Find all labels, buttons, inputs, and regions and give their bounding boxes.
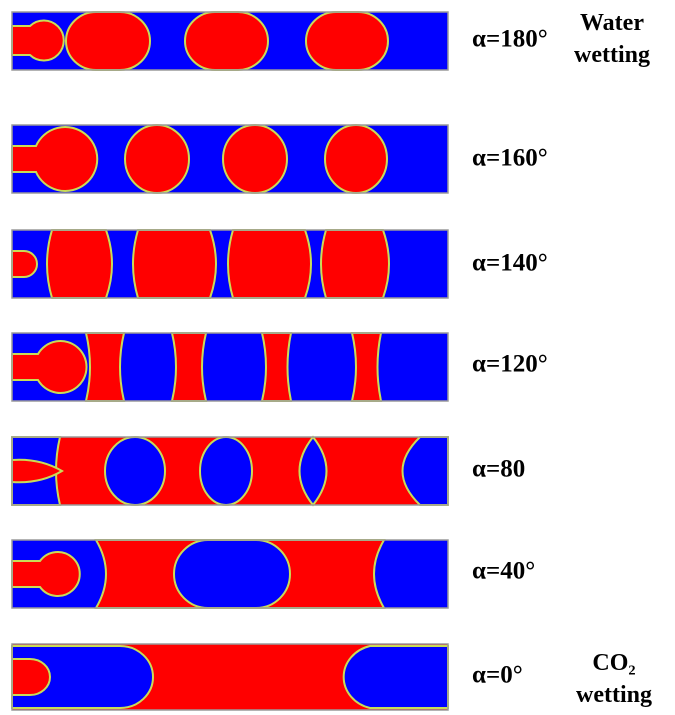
droplet <box>223 125 287 193</box>
droplet <box>185 12 268 70</box>
slug <box>262 333 291 401</box>
droplet <box>306 12 388 70</box>
note: wetting <box>576 682 652 708</box>
slug <box>352 333 381 401</box>
droplet <box>66 12 150 70</box>
note: wetting <box>574 42 650 68</box>
angle-label: α=0° <box>472 662 523 689</box>
slug <box>172 333 206 401</box>
bubble <box>174 540 290 608</box>
angle-label: α=40° <box>472 558 535 585</box>
slug <box>321 230 389 298</box>
droplet <box>325 125 387 193</box>
panel: α=140° <box>12 230 548 298</box>
inlet-droplet <box>12 21 64 61</box>
figure: α=180° Water wetting α=160° α=140° α=120… <box>0 0 675 715</box>
note: Water <box>580 10 644 36</box>
panel: α=40° <box>12 540 535 608</box>
angle-label: α=80 <box>472 456 525 483</box>
slug <box>47 230 112 298</box>
panel: α=120° <box>12 333 548 401</box>
inlet-droplet <box>12 659 50 695</box>
panel: α=80 <box>12 437 525 505</box>
angle-label: α=160° <box>472 145 548 172</box>
panel: α=0° CO₂ wetting <box>12 644 652 710</box>
droplet <box>125 125 189 193</box>
panel: α=180° Water wetting <box>12 10 650 70</box>
slug <box>228 230 311 298</box>
panel: α=160° <box>12 125 548 193</box>
slug <box>133 230 216 298</box>
inlet-droplet <box>12 251 37 277</box>
angle-label: α=120° <box>472 351 548 378</box>
slug <box>86 333 124 401</box>
bubble <box>105 437 165 505</box>
note: CO₂ <box>592 650 635 676</box>
angle-label: α=180° <box>472 26 548 53</box>
angle-label: α=140° <box>472 250 548 277</box>
water-region <box>344 646 448 708</box>
bubble <box>200 437 252 505</box>
